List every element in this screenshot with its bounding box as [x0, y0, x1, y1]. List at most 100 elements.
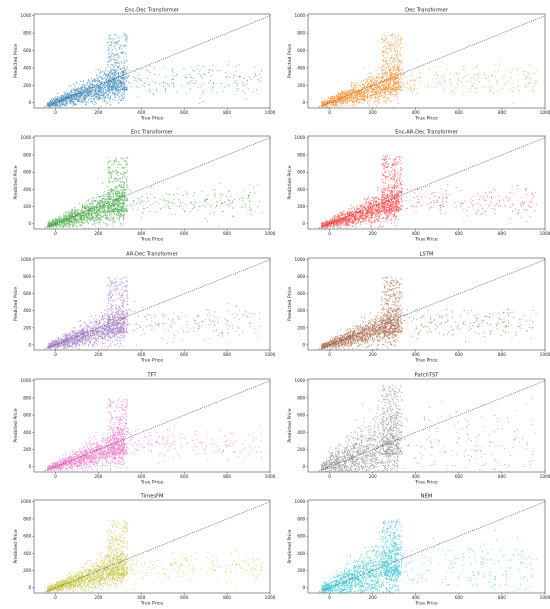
y-tick-label: 0 [303, 100, 306, 105]
scatter-cloud [47, 398, 263, 472]
x-axis-label: True Price [140, 358, 164, 364]
y-axis-label: Predicted Price [13, 408, 19, 442]
y-tick-label: 0 [29, 100, 32, 105]
y-tick-label: 800 [297, 395, 305, 400]
y-tick-label: 600 [297, 48, 305, 53]
scatter-points [318, 15, 545, 108]
y-tick-label: 1000 [21, 135, 32, 140]
scatter-cloud [46, 33, 263, 108]
x-tick-label: 600 [180, 231, 188, 236]
y-tick-label: 400 [297, 187, 305, 192]
x-tick-label: 200 [94, 595, 102, 600]
plot-frame [33, 378, 271, 473]
x-tick-label: 1000 [540, 231, 550, 236]
x-tick-label: 400 [137, 474, 145, 479]
y-axis-label: Predicted Price [287, 408, 293, 442]
y-tick-label: 1000 [295, 257, 306, 262]
reference-line [318, 380, 545, 472]
x-axis-label: True Price [414, 601, 438, 607]
x-tick-label: 0 [54, 474, 57, 479]
scatter-points [44, 137, 270, 229]
reference-line [44, 137, 270, 229]
y-tick-label: 1000 [21, 13, 32, 18]
plot-frame [33, 499, 271, 594]
scatter-cloud [321, 155, 537, 229]
scatter-cloud [321, 276, 537, 350]
y-tick-label: 400 [297, 308, 305, 313]
y-tick-label: 200 [23, 447, 31, 452]
y-axis-label: Predicted Price [287, 44, 293, 78]
subplot-title: Dec Transformer [405, 8, 449, 14]
x-tick-label: 200 [94, 110, 102, 115]
x-tick-label: 1000 [540, 474, 550, 479]
plot-frame [33, 135, 271, 230]
y-tick-label: 400 [297, 65, 305, 70]
scatter-points [318, 380, 545, 472]
y-axis-label: Predicted Price [287, 529, 293, 563]
y-axis-label: Predicted Price [287, 165, 293, 199]
y-tick-label: 800 [23, 152, 31, 157]
x-tick-label: 200 [94, 474, 102, 479]
subplot-4: AR-Dec Transformer 0 200 400 600 800 1000 0 200 4… [13, 252, 276, 364]
y-tick-label: 200 [23, 325, 31, 330]
scatter-points [44, 15, 270, 108]
reference-line [44, 15, 270, 108]
x-tick-label: 600 [455, 110, 463, 115]
y-tick-label: 1000 [295, 135, 306, 140]
x-tick-label: 0 [328, 595, 331, 600]
y-tick-label: 0 [303, 464, 306, 469]
x-tick-label: 1000 [540, 110, 550, 115]
x-tick-label: 800 [498, 352, 506, 357]
y-tick-label: 0 [303, 221, 306, 226]
scatter-points [318, 259, 545, 350]
y-axis-label: Predicted Price [13, 44, 19, 78]
scatter-cloud [321, 33, 538, 108]
x-tick-label: 0 [328, 474, 331, 479]
x-tick-label: 400 [412, 110, 420, 115]
y-tick-label: 600 [23, 170, 31, 175]
plot-frame [33, 257, 271, 351]
x-tick-label: 0 [54, 595, 57, 600]
x-axis-label: True Price [414, 480, 438, 486]
subplot-9: NEM 0 200 400 600 800 1000 0 200 400 600 800 1000 Tru… [287, 494, 550, 607]
subplot-5: LSTM 0 200 400 600 800 1000 0 200 400 600 800 1000 Tr… [287, 252, 550, 364]
scatter-points [44, 259, 270, 350]
x-tick-label: 400 [412, 231, 420, 236]
y-tick-label: 800 [23, 31, 31, 36]
y-axis-label: Predicted Price [13, 287, 19, 321]
x-tick-label: 600 [180, 352, 188, 357]
x-tick-label: 200 [94, 231, 102, 236]
subplot-0: Enc-Dec Transformer 0 200 400 600 800 1000 0 200… [13, 8, 276, 122]
scatter-cloud [321, 518, 538, 593]
y-tick-label: 800 [23, 516, 31, 521]
x-axis-label: True Price [414, 358, 438, 364]
subplot-title: LSTM [420, 252, 434, 258]
x-tick-label: 800 [498, 474, 506, 479]
y-tick-label: 1000 [21, 257, 32, 262]
y-tick-label: 0 [29, 464, 32, 469]
x-tick-label: 400 [137, 110, 145, 115]
y-tick-label: 600 [297, 170, 305, 175]
y-tick-label: 200 [297, 325, 305, 330]
y-tick-label: 600 [297, 413, 305, 418]
scatter-points [44, 380, 270, 472]
subplot-title: PatchTST [415, 373, 440, 379]
subplot-title: NEM [421, 494, 433, 500]
y-tick-label: 600 [23, 48, 31, 53]
plot-frame [307, 499, 546, 594]
y-tick-label: 0 [303, 585, 306, 590]
y-axis-label: Predicted Price [287, 287, 293, 321]
x-tick-label: 1000 [265, 474, 276, 479]
y-tick-label: 1000 [295, 378, 306, 383]
y-tick-label: 600 [23, 413, 31, 418]
subplot-1: Dec Transformer 0 200 400 600 800 1000 0 200 400 6… [287, 8, 550, 122]
x-axis-label: True Price [414, 237, 438, 243]
y-tick-label: 200 [297, 447, 305, 452]
x-tick-label: 1000 [540, 595, 550, 600]
y-tick-label: 0 [303, 342, 306, 347]
scatter-points [44, 501, 270, 593]
x-tick-label: 0 [54, 231, 57, 236]
x-tick-label: 400 [412, 352, 420, 357]
reference-line [318, 137, 545, 229]
x-tick-label: 800 [498, 110, 506, 115]
